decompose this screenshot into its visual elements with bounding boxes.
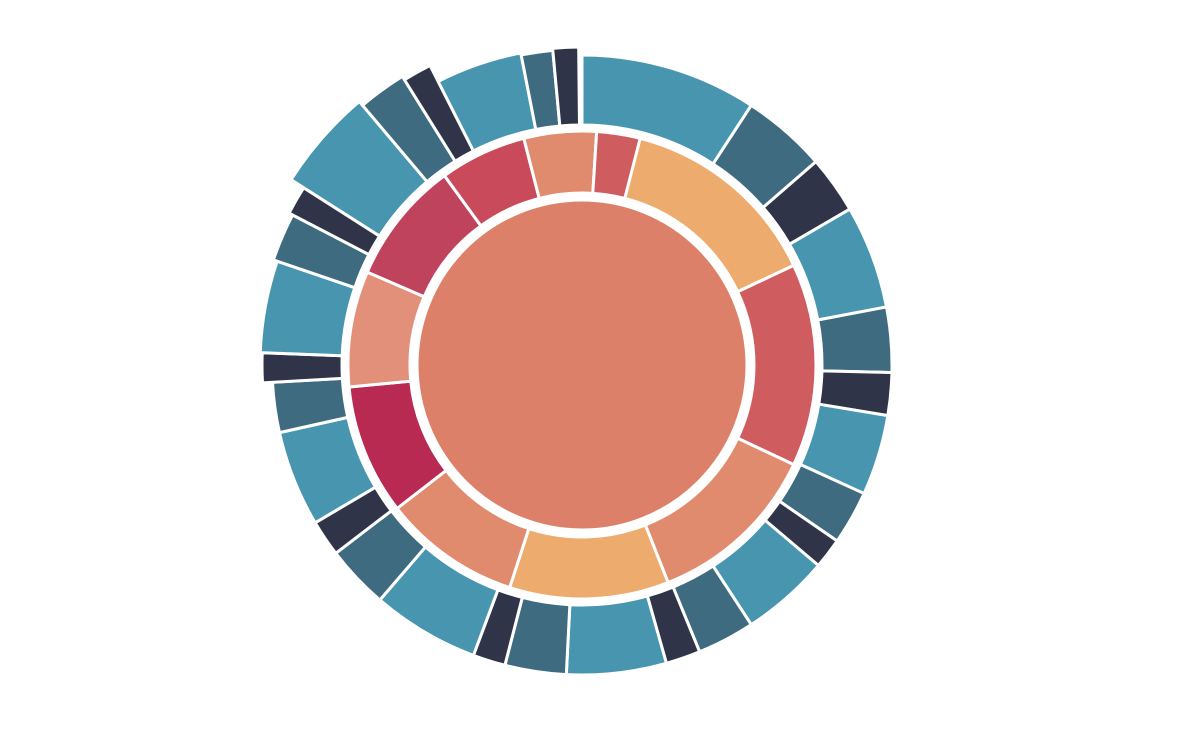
sunburst-segment-m11[interactable] [591, 129, 642, 200]
sunburst-segment-o13[interactable] [564, 594, 668, 677]
sunburst-segment-o5[interactable] [816, 305, 894, 375]
ring-core-group [415, 198, 749, 532]
ring-outer-group [258, 45, 894, 677]
sunburst-segment-o21[interactable] [260, 351, 344, 385]
sunburst-segment-o30[interactable] [551, 45, 581, 128]
sunburst-segment-m2[interactable] [736, 263, 818, 467]
ring-middle-group [346, 129, 818, 601]
sunburst-segment-m4[interactable] [508, 523, 670, 601]
sunburst-segment-core[interactable] [415, 198, 749, 532]
